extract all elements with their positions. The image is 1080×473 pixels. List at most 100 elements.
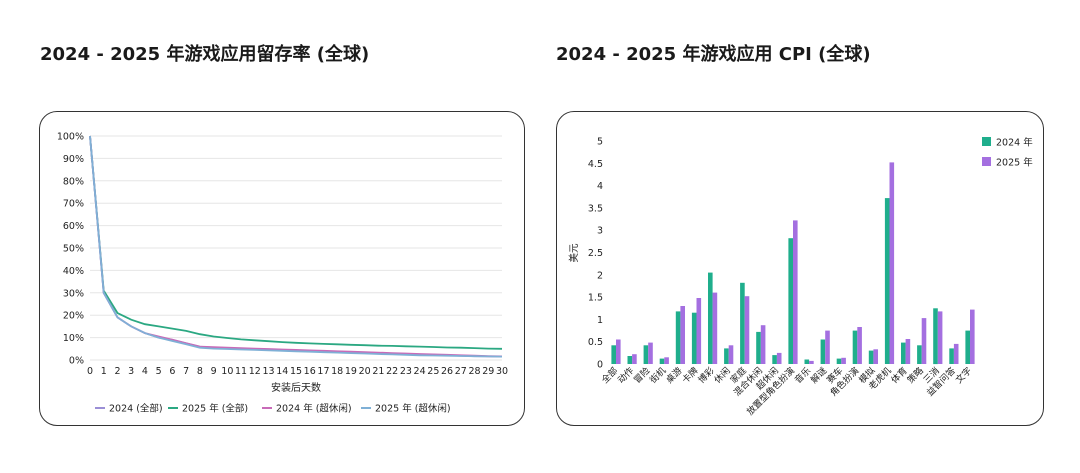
cpi-x-tick-label: 文字 [953,365,974,386]
retention-x-tick-label: 8 [197,366,203,377]
retention-y-tick-label: 100% [57,132,84,143]
retention-x-tick-label: 23 [400,366,412,377]
retention-x-tick-label: 11 [235,366,247,377]
cpi-bar [712,292,718,364]
cpi-legend-swatch [982,157,991,166]
cpi-bar [825,330,830,364]
cpi-bar [696,298,702,364]
retention-x-tick-label: 25 [427,366,439,377]
cpi-bar [949,348,954,364]
cpi-x-tick-label: 体育 [889,365,910,386]
cpi-bar [917,345,922,364]
retention-x-tick-label: 5 [156,366,162,377]
cpi-x-tick-label: 冒险 [631,365,652,386]
cpi-y-tick-label: 3.5 [588,203,603,214]
cpi-bar [616,339,621,364]
retention-x-tick-label: 30 [496,366,508,377]
cpi-bar [728,345,734,364]
retention-legend-label: 2024 年 (超休闲) [276,403,352,415]
retention-x-tick-label: 26 [441,366,453,377]
cpi-bar [740,282,745,364]
cpi-bar [643,345,649,364]
cpi-y-tick-label: 3 [597,226,603,237]
cpi-bar [611,345,616,364]
retention-x-axis-label: 安装后天数 [271,381,321,394]
cpi-bar [659,358,665,364]
retention-chart-title: 2024 - 2025 年游戏应用留存率 (全球) [40,44,370,65]
cpi-y-tick-label: 0.5 [588,337,603,348]
retention-y-tick-label: 20% [63,311,84,322]
cpi-bar [632,354,637,364]
retention-series-line [89,135,503,358]
cpi-y-tick-label: 2 [597,270,603,281]
cpi-bar [857,327,862,364]
cpi-x-tick-label: 街机 [647,365,668,386]
cpi-x-tick-label: 卡牌 [679,365,700,386]
retention-x-tick-label: 22 [386,366,398,377]
cpi-bar [648,342,653,364]
retention-x-tick-label: 20 [359,366,371,377]
retention-x-tick-label: 9 [211,366,217,377]
retention-x-tick-label: 21 [372,366,384,377]
retention-x-tick-label: 17 [317,366,329,377]
retention-series-line [89,135,503,358]
cpi-bar [970,309,975,364]
cpi-x-tick-label: 策略 [905,365,926,386]
cpi-x-tick-label: 动作 [615,365,636,386]
cpi-x-tick-label: 休闲 [712,365,733,386]
cpi-bar [788,238,793,364]
retention-legend-label: 2025 年 (超休闲) [375,403,451,415]
cpi-bar [921,318,927,364]
cpi-bar [804,359,810,364]
cpi-bar [841,357,846,364]
cpi-y-tick-label: 4.5 [588,159,603,170]
retention-x-tick-label: 3 [128,366,134,377]
cpi-bar [793,220,798,364]
cpi-y-axis-label: 美元 [568,243,580,263]
cpi-x-tick-label: 博彩 [695,365,716,386]
cpi-bar [627,356,633,364]
cpi-y-tick-label: 4 [597,181,603,192]
cpi-bar [772,355,777,364]
retention-y-tick-label: 10% [63,333,84,344]
cpi-y-tick-label: 5 [597,137,603,148]
cpi-bar [836,358,842,364]
retention-x-tick-label: 29 [482,366,494,377]
cpi-bar [820,339,826,364]
retention-x-tick-label: 14 [276,366,288,377]
retention-y-tick-label: 80% [63,176,84,187]
retention-series-line [89,135,503,350]
cpi-x-tick-label: 音乐 [792,365,813,386]
retention-chart-panel [39,111,525,426]
retention-x-tick-label: 13 [262,366,274,377]
cpi-bar [889,162,895,364]
retention-y-tick-label: 60% [63,221,84,232]
retention-x-tick-label: 16 [304,366,316,377]
retention-x-tick-label: 24 [414,366,426,377]
cpi-chart-panel [556,111,1044,426]
cpi-y-tick-label: 0 [597,360,603,371]
cpi-bar [708,272,713,364]
retention-x-tick-label: 0 [87,366,93,377]
cpi-bar [852,330,858,364]
cpi-bar [868,350,874,364]
retention-x-tick-label: 15 [290,366,302,377]
cpi-bar [901,342,906,364]
cpi-bar [691,312,697,364]
cpi-bar [664,357,669,364]
cpi-bar [953,343,959,364]
cpi-legend-label: 2025 年 [996,157,1033,169]
retention-y-tick-label: 40% [63,266,84,277]
retention-x-tick-label: 1 [101,366,107,377]
cpi-bar [776,352,782,364]
cpi-bar [744,296,750,364]
retention-series-line [89,135,503,358]
cpi-bar [965,330,970,364]
retention-x-tick-label: 19 [345,366,357,377]
retention-x-tick-label: 18 [331,366,343,377]
cpi-x-tick-label: 桌游 [663,365,684,386]
retention-x-tick-label: 12 [249,366,261,377]
cpi-bar [905,339,911,364]
cpi-bar [884,198,890,364]
